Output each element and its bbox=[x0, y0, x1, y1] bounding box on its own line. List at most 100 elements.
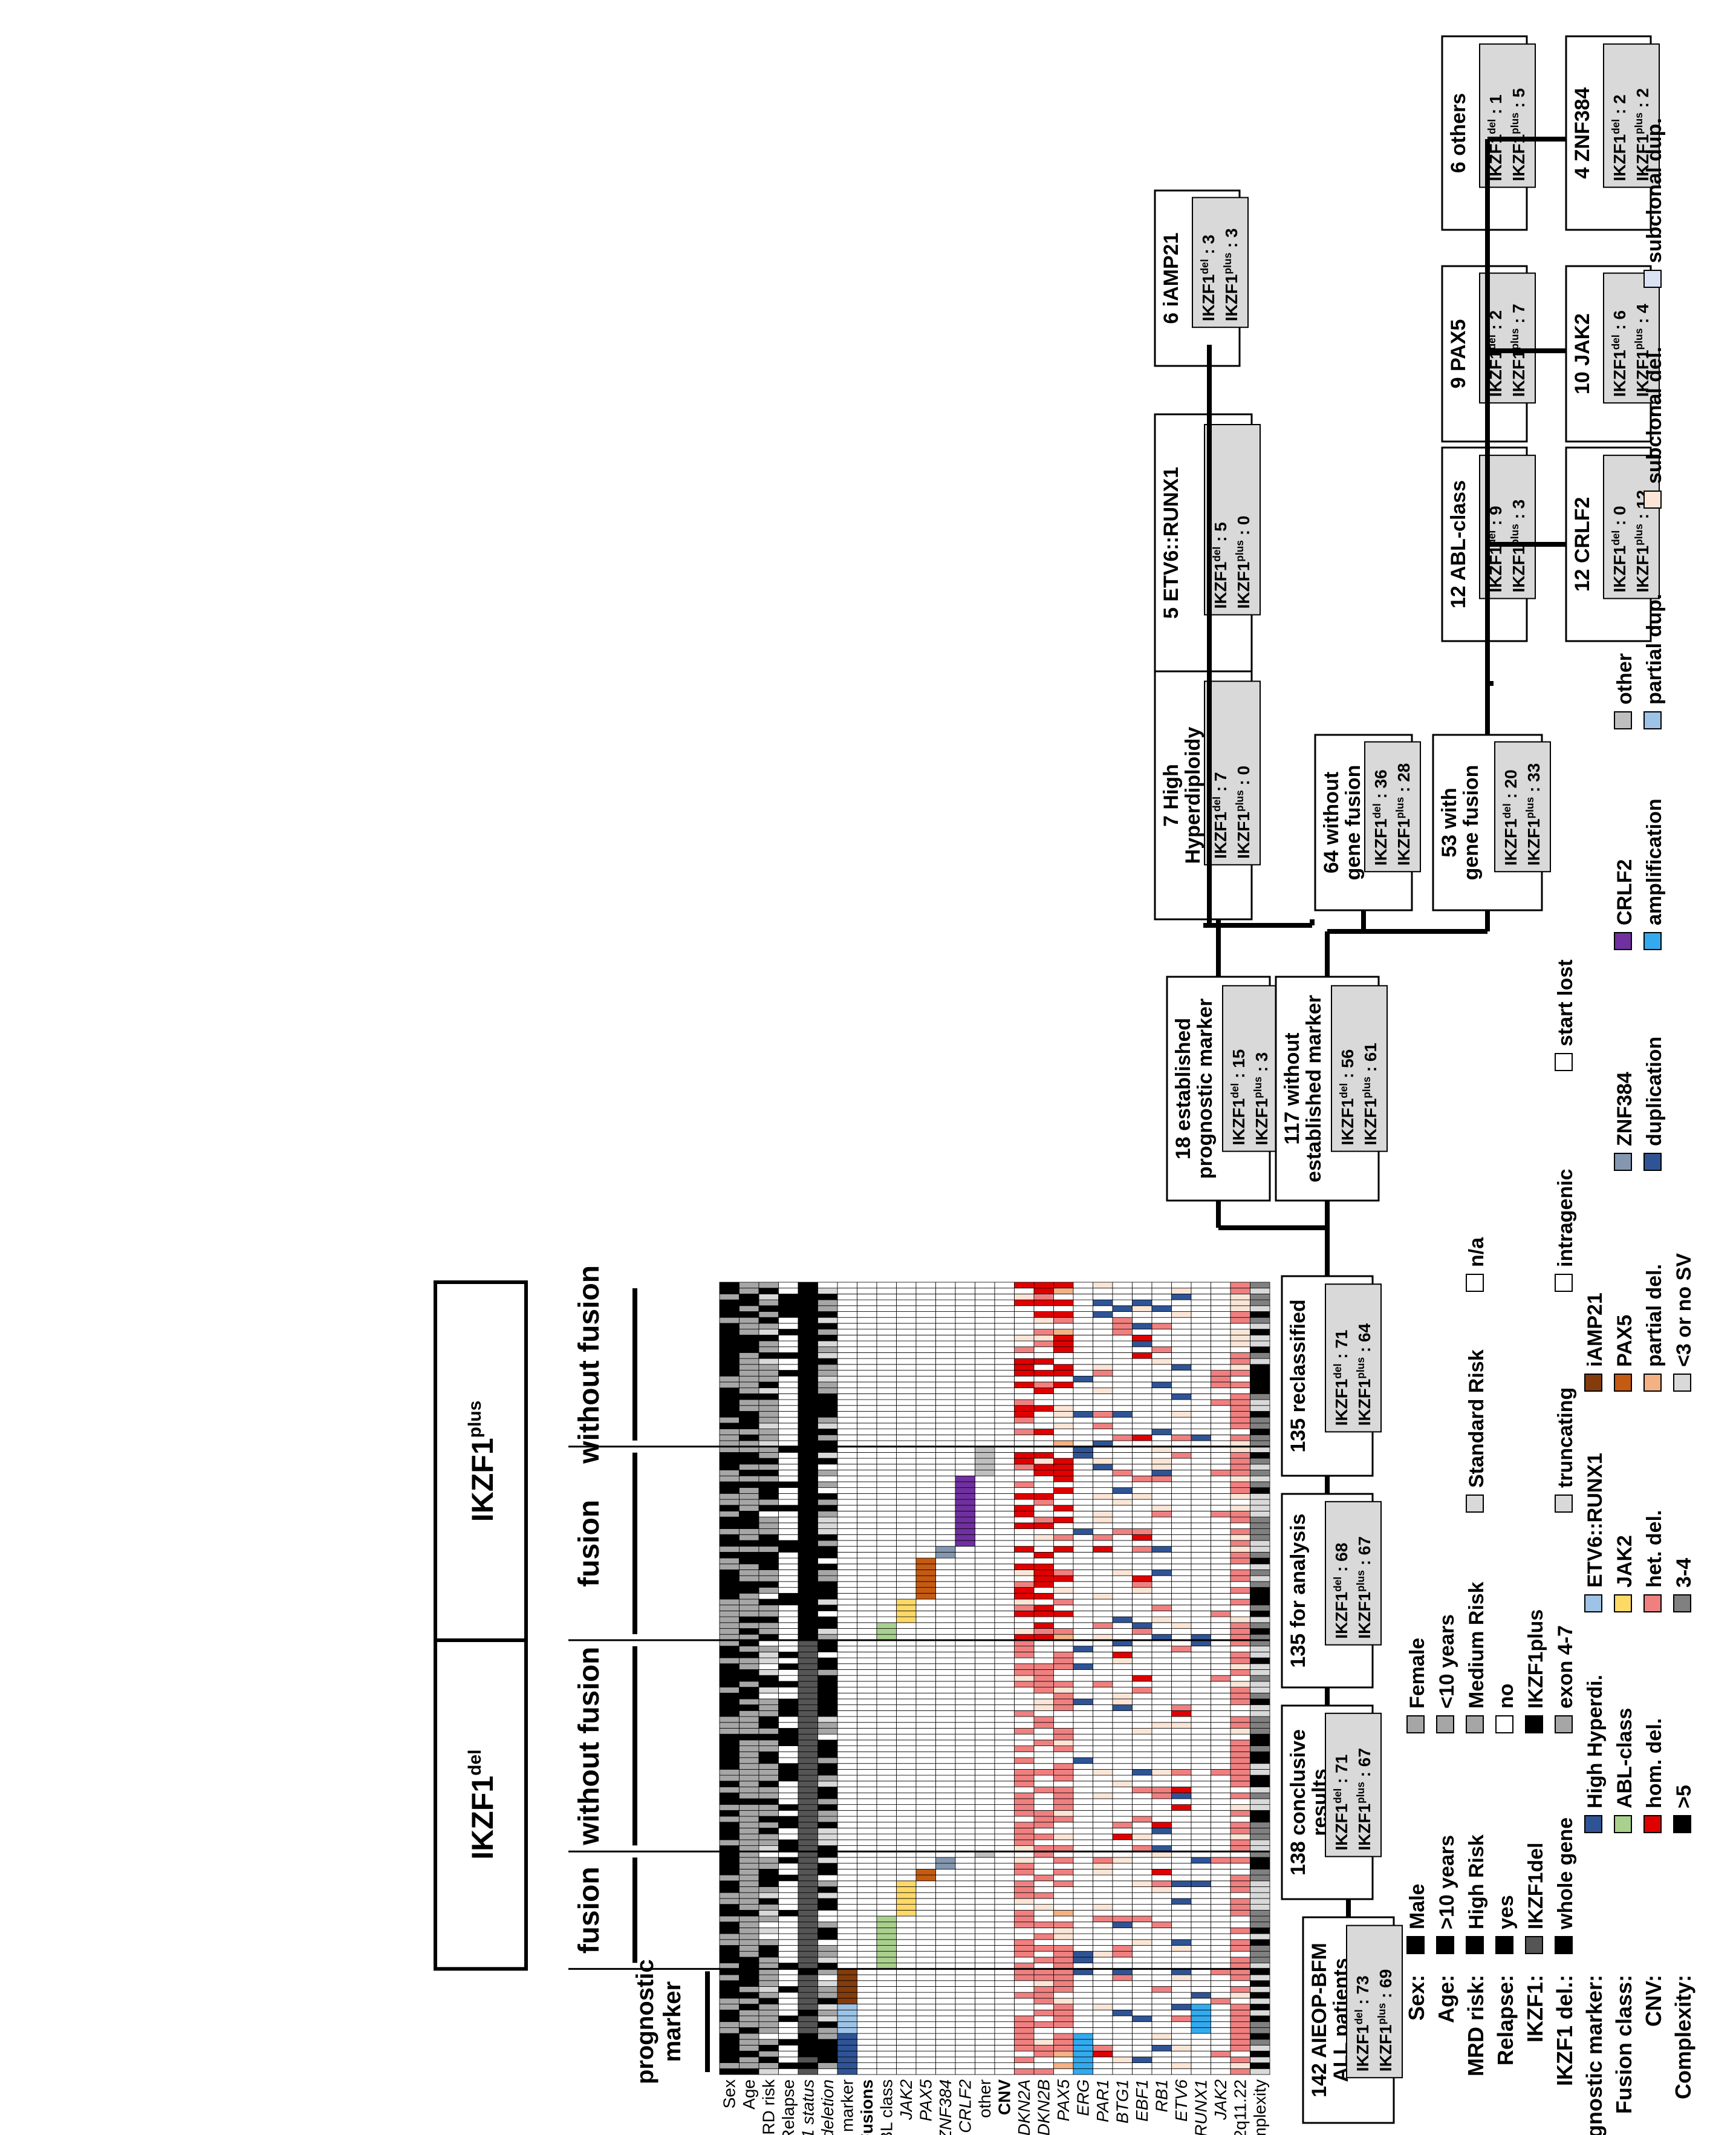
heatmap-cell bbox=[1171, 1352, 1192, 1359]
heatmap-cell bbox=[758, 1787, 779, 1793]
heatmap-cell bbox=[1053, 1704, 1074, 1711]
heatmap-cell bbox=[798, 1288, 818, 1294]
heatmap-cell bbox=[1191, 1563, 1211, 1570]
heatmap-cell bbox=[1151, 1992, 1172, 1999]
heatmap-cell bbox=[1073, 1992, 1093, 1999]
heatmap-cell bbox=[1073, 1687, 1093, 1693]
heatmap-cell bbox=[1230, 1381, 1250, 1389]
heatmap-cell bbox=[857, 1475, 877, 1482]
heatmap-cell bbox=[876, 1781, 897, 1787]
heatmap-cell bbox=[1191, 1411, 1211, 1418]
ikzf1-plus-count: IKZF1plus : 2 bbox=[1633, 88, 1652, 181]
heatmap-cell bbox=[798, 1282, 818, 1289]
heatmap-cell bbox=[876, 1974, 897, 1981]
heatmap-cell bbox=[896, 1980, 917, 1987]
heatmap-cell bbox=[915, 2039, 936, 2045]
heatmap-cell bbox=[1033, 1429, 1054, 1435]
heatmap-cell bbox=[778, 1681, 799, 1687]
ikzf1-plus-count: IKZF1plus : 33 bbox=[1524, 763, 1543, 866]
heatmap-cell bbox=[1211, 1563, 1231, 1570]
heatmap-cell bbox=[857, 1663, 877, 1670]
heatmap-cell bbox=[837, 2009, 857, 2016]
heatmap-cell bbox=[758, 2056, 779, 2063]
heatmap-cell bbox=[935, 1364, 956, 1371]
heatmap-cell bbox=[1151, 1581, 1172, 1588]
heatmap-cell bbox=[1053, 1763, 1074, 1770]
heatmap-cell bbox=[935, 1839, 956, 1846]
heatmap-cell bbox=[1112, 1974, 1133, 1981]
heatmap-cell bbox=[1171, 1739, 1192, 1746]
heatmap-cell bbox=[1171, 1833, 1192, 1840]
heatmap-cell bbox=[955, 1781, 975, 1787]
heatmap-cell bbox=[837, 2015, 857, 2023]
heatmap-cell bbox=[798, 1886, 818, 1893]
heatmap-cell bbox=[1250, 1928, 1270, 1934]
heatmap-cell bbox=[739, 1804, 759, 1811]
heatmap-cell bbox=[975, 1487, 995, 1494]
heatmap-cell bbox=[975, 1622, 995, 1629]
heatmap-cell bbox=[798, 1499, 818, 1506]
heatmap-cell bbox=[896, 1757, 917, 1764]
heatmap-cell bbox=[896, 1681, 917, 1687]
heatmap-cell bbox=[798, 1898, 818, 1905]
heatmap-cell bbox=[739, 1921, 759, 1928]
heatmap-cell bbox=[915, 1352, 936, 1359]
heatmap-cell bbox=[1171, 2015, 1192, 2023]
heatmap-cell bbox=[915, 1434, 936, 1441]
heatmap-cell bbox=[975, 1898, 995, 1905]
heatmap-cell bbox=[975, 2056, 995, 2063]
heatmap-cell bbox=[1073, 1311, 1093, 1318]
heatmap-cell bbox=[798, 1581, 818, 1588]
heatmap-cell bbox=[818, 1892, 838, 1899]
heatmap-cell bbox=[837, 1992, 857, 1999]
heatmap-cell bbox=[1151, 1722, 1172, 1729]
heatmap-cell bbox=[798, 2062, 818, 2069]
heatmap-cell bbox=[1211, 1452, 1231, 1459]
heatmap-cell bbox=[896, 1781, 917, 1787]
heatmap-cell bbox=[857, 1892, 877, 1899]
heatmap-cell bbox=[1014, 1563, 1035, 1570]
heatmap-cell bbox=[896, 1534, 917, 1541]
heatmap-cell bbox=[1033, 1798, 1054, 1805]
heatmap-cell bbox=[778, 2004, 799, 2010]
heatmap-cell bbox=[778, 1874, 799, 1882]
heatmap-cell bbox=[1211, 1499, 1231, 1506]
heatmap-cell bbox=[1093, 2009, 1113, 2016]
heatmap-cell bbox=[1191, 1716, 1211, 1723]
heatmap-cell bbox=[719, 1863, 740, 1869]
heatmap-cell bbox=[798, 1810, 818, 1817]
heatmap-cell bbox=[876, 1464, 897, 1470]
heatmap-cell bbox=[798, 1687, 818, 1693]
heatmap-cell bbox=[1230, 1898, 1250, 1905]
heatmap-cell bbox=[739, 1681, 759, 1687]
heatmap-cell bbox=[1112, 1651, 1133, 1658]
legend-swatch bbox=[1614, 711, 1632, 729]
heatmap-cell bbox=[1132, 1464, 1152, 1470]
heatmap-cell bbox=[1230, 1933, 1250, 1940]
heatmap-cell bbox=[1191, 1470, 1211, 1476]
heatmap-cell bbox=[1093, 1769, 1113, 1776]
heatmap-cell bbox=[1211, 1992, 1231, 1999]
heatmap-cell bbox=[857, 1646, 877, 1652]
heatmap-cell bbox=[1151, 1528, 1172, 1535]
ikzf1-del-count: IKZF1del : 15 bbox=[1229, 1049, 1248, 1146]
heatmap-cell bbox=[1033, 1921, 1054, 1928]
heatmap-cell bbox=[758, 2027, 779, 2034]
heatmap-cell bbox=[1211, 1822, 1231, 1828]
heatmap-cell bbox=[994, 2021, 1015, 2028]
heatmap-cell bbox=[818, 1822, 838, 1828]
heatmap-cell bbox=[818, 1522, 838, 1529]
heatmap-cell bbox=[935, 1611, 956, 1617]
heatmap-cell bbox=[994, 1375, 1015, 1383]
heatmap-cell bbox=[915, 1710, 936, 1717]
heatmap-cell bbox=[857, 1487, 877, 1494]
heatmap-cell bbox=[1053, 1305, 1074, 1312]
heatmap-cell bbox=[975, 1387, 995, 1394]
ikzf1-plus-count: IKZF1plus : 0 bbox=[1234, 766, 1253, 859]
heatmap-cell bbox=[818, 1399, 838, 1406]
row-label: other bbox=[975, 2079, 994, 2118]
heatmap-cell bbox=[818, 1581, 838, 1588]
heatmap-cell bbox=[935, 1692, 956, 1700]
